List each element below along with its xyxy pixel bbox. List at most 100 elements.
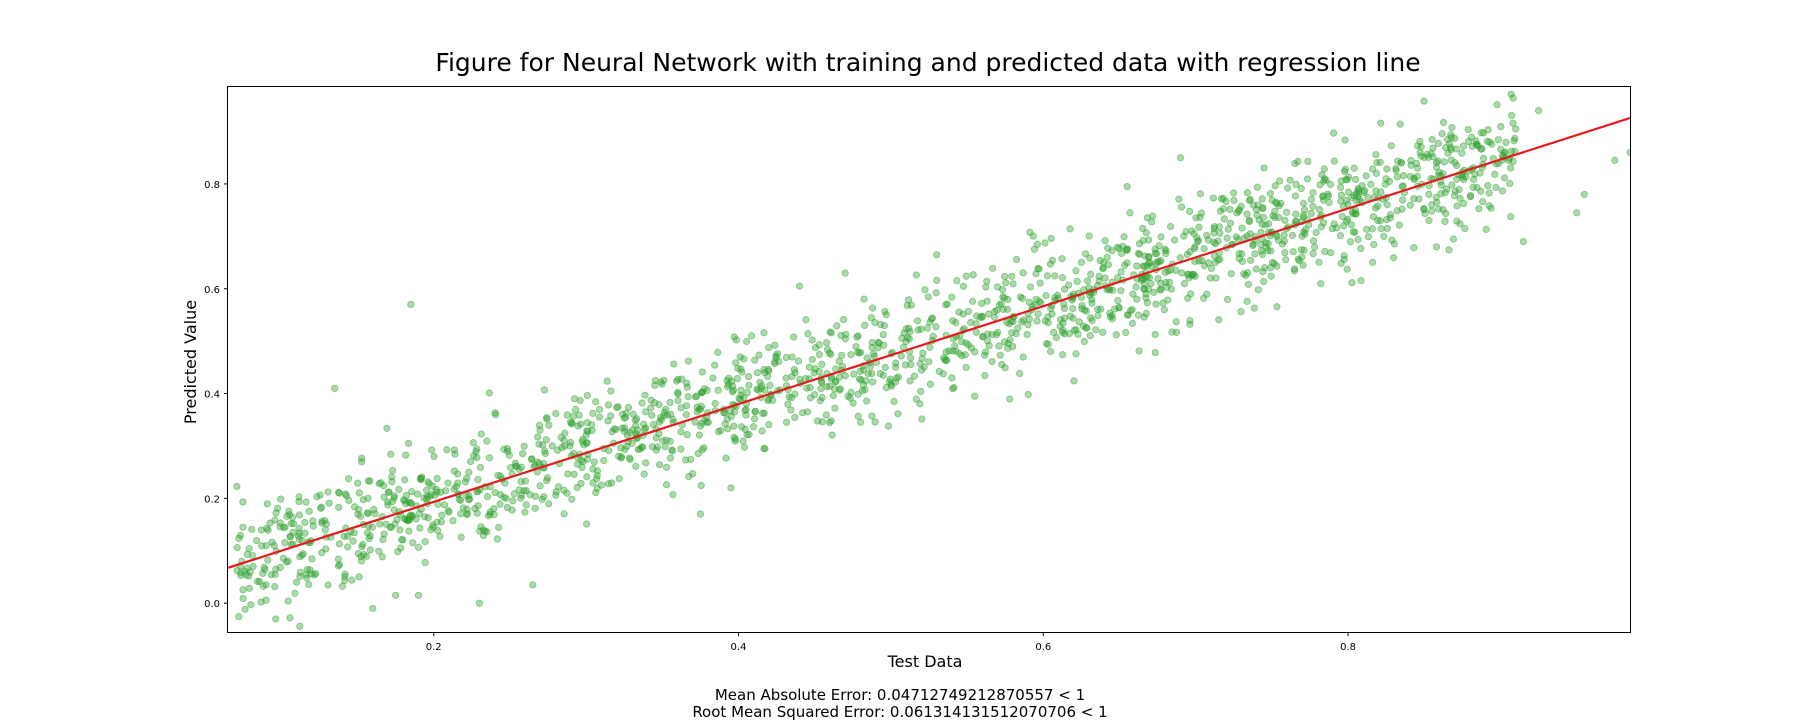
scatter-point (255, 577, 264, 586)
scatter-point (335, 489, 343, 497)
scatter-point (1088, 299, 1096, 307)
scatter-point (1142, 229, 1150, 237)
scatter-point (867, 314, 875, 322)
scatter-point (962, 272, 970, 280)
scatter-point (245, 572, 253, 580)
scatter-point (661, 443, 669, 451)
scatter-point (884, 422, 893, 430)
scatter-point (1019, 353, 1027, 361)
scatter-point (948, 374, 956, 382)
scatter-point (1001, 272, 1009, 281)
scatter-point (449, 517, 457, 525)
scatter-point (1012, 255, 1021, 264)
scatter-point (476, 463, 485, 472)
scatter-point (1429, 144, 1437, 152)
scatter-point (504, 447, 512, 455)
scatter-point (1235, 249, 1243, 258)
scatter-point (1453, 175, 1461, 183)
scatter-point (398, 536, 406, 544)
scatter-point (747, 332, 756, 340)
scatter-point (1508, 111, 1516, 120)
scatter-point (545, 500, 553, 508)
y-tick-label: 0.6 (204, 285, 220, 296)
scatter-point (1406, 172, 1414, 181)
scatter-point (1073, 277, 1081, 286)
scatter-point (942, 301, 950, 309)
scatter-point (1059, 326, 1067, 334)
scatter-point (1112, 331, 1120, 339)
scatter-point (794, 357, 803, 365)
scatter-point (773, 350, 782, 358)
scatter-point (1167, 285, 1176, 293)
scatter-point (693, 408, 701, 416)
scatter-point (1283, 208, 1291, 216)
scatter-point (341, 490, 350, 498)
scatter-point (1320, 177, 1328, 185)
scatter-point (1443, 185, 1451, 193)
scatter-point (395, 485, 403, 493)
scatter-point (1046, 260, 1055, 268)
scatter-point (277, 495, 285, 503)
scatter-point (1341, 167, 1349, 176)
scatter-point (1250, 304, 1258, 312)
scatter-point (662, 481, 671, 489)
scatter-point (1019, 269, 1027, 277)
scatter-point (344, 475, 353, 483)
scatter-point (822, 411, 830, 419)
scatter-point (243, 564, 251, 572)
scatter-point (552, 491, 560, 499)
scatter-point (836, 386, 844, 394)
scatter-point (1109, 286, 1117, 294)
scatter-point (475, 599, 484, 607)
x-tick-label: 0.8 (1340, 642, 1356, 653)
scatter-point (617, 454, 625, 462)
scatter-point (239, 586, 247, 594)
scatter-point (235, 613, 243, 621)
scatter-point (338, 582, 346, 590)
scatter-point (940, 354, 948, 362)
scatter-point (1262, 239, 1270, 247)
scatter-point (985, 310, 993, 318)
scatter-point (1075, 318, 1083, 326)
scatter-point (1139, 262, 1147, 270)
scatter-point (918, 354, 926, 363)
scatter-point (309, 517, 317, 525)
scatter-point (1006, 395, 1014, 403)
scatter-point (1340, 252, 1348, 260)
scatter-point (1016, 369, 1024, 378)
scatter-point (522, 487, 530, 495)
scatter-point (1180, 280, 1189, 288)
scatter-point (590, 458, 598, 466)
scatter-point (854, 332, 862, 340)
scatter-point (1448, 181, 1456, 189)
scatter-point (576, 420, 585, 428)
scatter-point (1299, 199, 1308, 207)
scatter-point (969, 271, 977, 279)
scatter-point (662, 463, 671, 471)
scatter-point (1289, 248, 1297, 256)
scatter-point (700, 444, 708, 452)
scatter-point (1519, 237, 1527, 246)
scatter-point (1372, 187, 1380, 195)
scatter-point (1300, 228, 1308, 236)
scatter-point (677, 428, 685, 436)
scatter-point (1041, 239, 1049, 247)
scatter-point (1462, 173, 1470, 181)
scatter-point (838, 351, 846, 359)
x-tick-label: 0.4 (731, 642, 747, 653)
scatter-point (292, 578, 301, 586)
scatter-point (409, 539, 417, 547)
y-axis-label: Predicted Value (181, 300, 200, 424)
scatter-point (1321, 248, 1329, 256)
scatter-point (503, 445, 511, 453)
scatter-point (829, 392, 837, 400)
scatter-point (904, 334, 912, 342)
scatter-point (1274, 236, 1283, 244)
scatter-point (457, 533, 465, 541)
scatter-point (1264, 246, 1272, 255)
scatter-point (682, 411, 690, 419)
scatter-point (981, 371, 989, 380)
scatter-point (1261, 264, 1269, 272)
scatter-point (295, 511, 304, 519)
scatter-point (1106, 309, 1114, 317)
